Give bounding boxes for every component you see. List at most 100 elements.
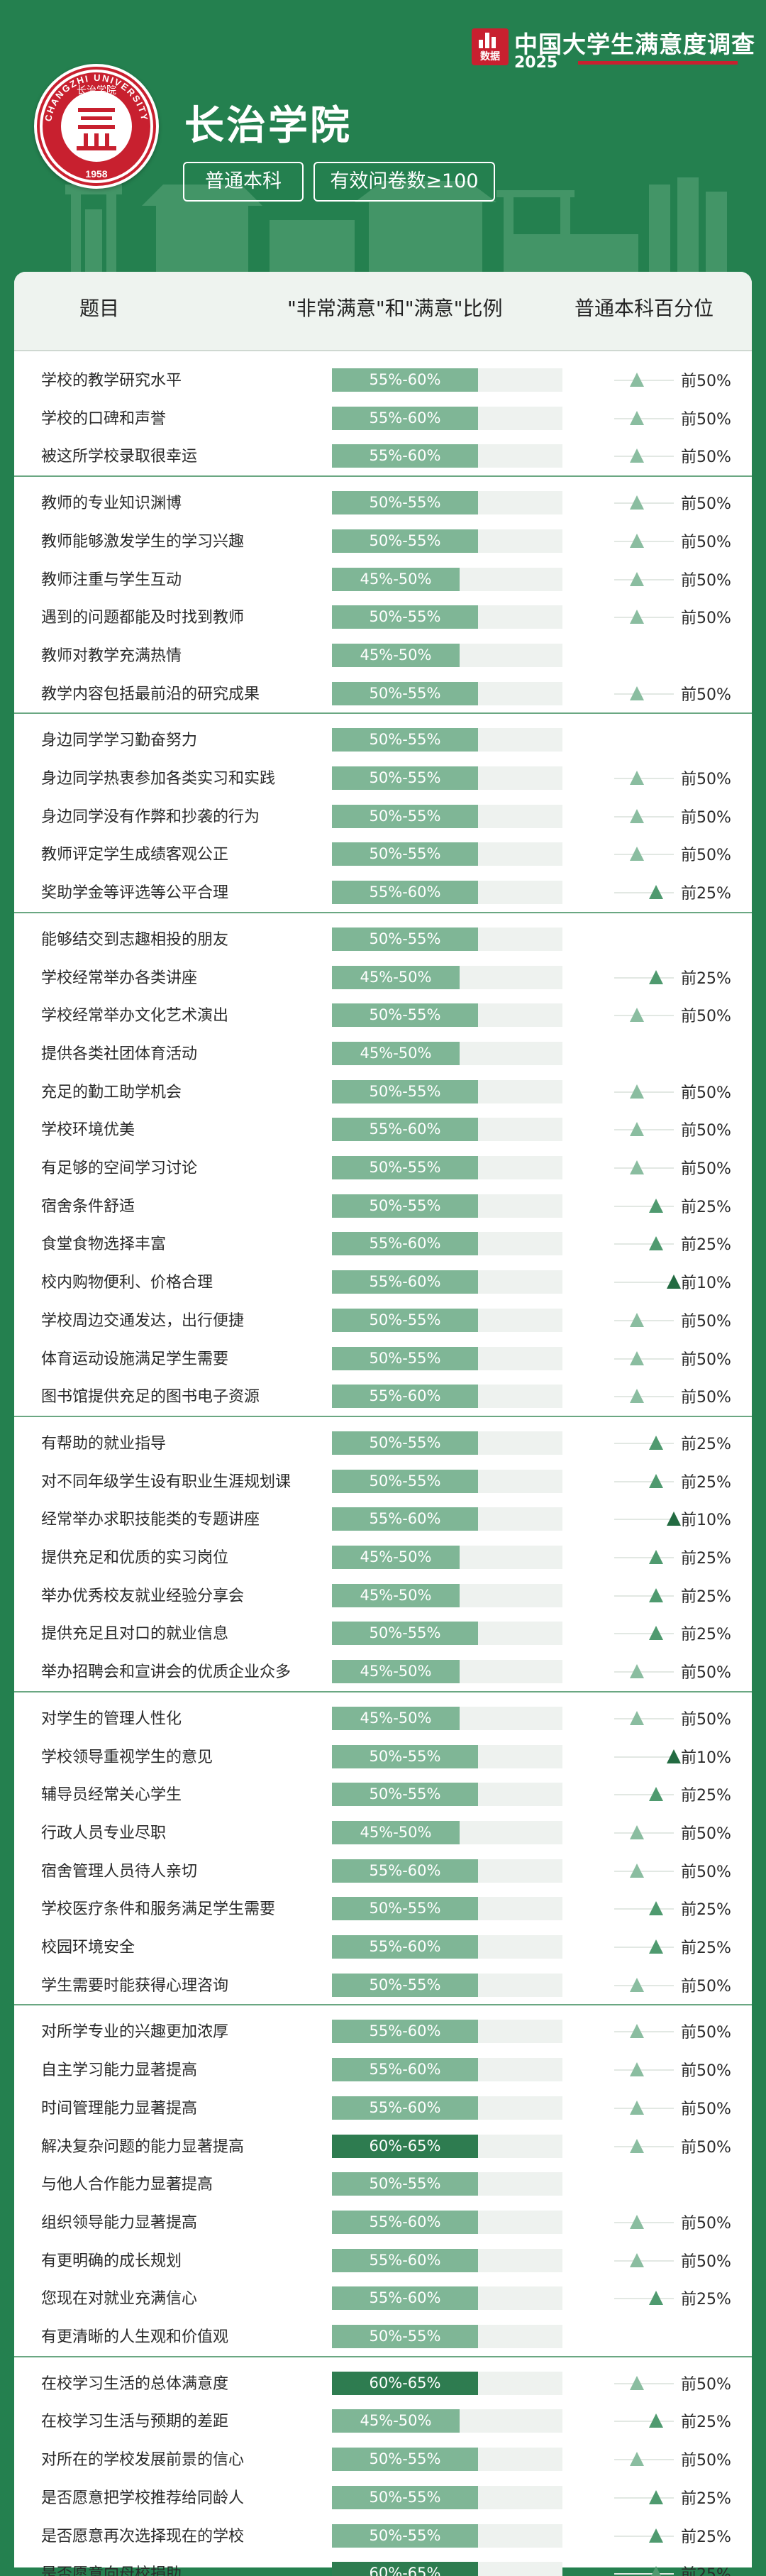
question-label: 行政人员专业尽职 [41,1824,167,1842]
ratio-range-label: 55%-60% [369,1861,441,1879]
percentile-label: 前25% [681,1198,731,1216]
ratio-bar-track: 50%-55% [332,927,562,951]
percentile-label: 前50% [681,808,731,827]
percentile-scale [614,1015,674,1017]
table-row: 与他人合作能力显著提高 50%-55% [14,2162,752,2201]
ratio-range-label: 50%-55% [369,1196,441,1214]
ratio-bar-track: 50%-55% [332,2448,562,2472]
percentile-label: 前50% [681,771,731,788]
ratio-bar: 50%-55% [332,2448,478,2472]
percentile-marker-icon [630,448,644,463]
table-row: 您现在对就业充满信心 55%-60% 前25% [14,2277,752,2315]
table-row: 学校的口碑和声誉 55%-60% 前50% [14,397,752,435]
question-label: 食堂食物选择丰富 [41,1235,167,1254]
percentile-marker-icon [630,1863,644,1878]
ratio-range-label: 55%-60% [369,409,441,426]
ratio-range-label: 45%-50% [360,1586,432,1604]
ratio-bar: 50%-55% [332,1622,478,1646]
ratio-bar-track: 55%-60% [332,1232,562,1256]
question-label: 奖助学金等评选等公平合理 [41,884,229,903]
ratio-bar: 50%-55% [332,1194,478,1218]
section-divider [14,2355,752,2357]
question-label: 经常举办求职技能类的专题讲座 [41,1511,260,1529]
percentile-label: 前10% [681,1749,731,1767]
percentile-label: 前50% [681,2100,731,2118]
ratio-bar-track: 50%-55% [332,1156,562,1179]
table-row: 学校经常举办文化艺术演出 50%-55% 前50% [14,993,752,1032]
ratio-bar-track: 55%-60% [332,881,562,905]
percentile-label: 前25% [681,1435,731,1453]
ratio-bar: 55%-60% [332,2248,478,2272]
ratio-bar: 55%-60% [332,1859,478,1883]
percentile-scale [614,778,674,779]
ratio-bar-track: 50%-55% [332,1973,562,1997]
percentile-label: 前50% [681,1312,731,1331]
tag-school-level: 普通本科 [183,162,304,202]
question-label: 在校学习生活的总体满意度 [41,2374,229,2393]
ratio-bar: 50%-55% [332,1783,478,1807]
question-label: 校内购物便利、价格合理 [41,1274,213,1292]
percentile-scale [614,2298,674,2300]
ratio-range-label: 50%-55% [369,2450,441,2468]
ratio-bar-track: 50%-55% [332,2485,562,2509]
table-row: 教师注重与学生互动 45%-50% 前50% [14,558,752,596]
percentile-scale [614,2145,674,2147]
table-row: 举办优秀校友就业经验分享会 45%-50% 前25% [14,1574,752,1612]
question-label: 身边同学热衷参加各类实习和实践 [41,770,276,788]
percentile-scale [614,380,674,381]
ratio-bar: 55%-60% [332,1507,478,1531]
ratio-bar: 50%-55% [332,605,478,629]
percentile-marker-icon [630,1389,644,1404]
ratio-range-label: 50%-55% [369,2175,441,2193]
ratio-range-label: 50%-55% [369,2488,441,2506]
ratio-range-label: 50%-55% [369,1747,441,1765]
percentile-scale [614,1519,674,1521]
table-row: 学校的教学研究水平 55%-60% 前50% [14,358,752,397]
ratio-bar: 50%-55% [332,2485,478,2509]
table-row: 奖助学金等评选等公平合理 55%-60% 前25% [14,871,752,909]
percentile-label: 前50% [681,1389,731,1407]
ratio-range-label: 55%-60% [369,2098,441,2116]
percentile-marker-icon [667,1275,681,1289]
table-row: 行政人员专业尽职 45%-50% 前50% [14,1811,752,1849]
ratio-range-label: 45%-50% [360,570,432,588]
percentile-label: 前50% [681,448,731,467]
ratio-bar: 45%-50% [332,1820,460,1844]
ratio-bar-track: 50%-55% [332,2523,562,2548]
percentile-marker-icon [667,1512,681,1526]
ratio-range-label: 50%-55% [369,807,441,825]
ratio-bar-track: 50%-55% [332,1897,562,1921]
table-row: 能够结交到志趣相投的朋友 50%-55% [14,918,752,956]
table-row: 是否愿意把学校推荐给同龄人 50%-55% 前25% [14,2476,752,2514]
percentile-label: 前25% [681,969,731,988]
ratio-bar: 50%-55% [332,1346,478,1370]
percentile-label: 前50% [681,610,731,628]
percentile-scale [614,2459,674,2461]
ratio-bar-track: 60%-65% [332,2371,562,2395]
ratio-bar: 50%-55% [332,1308,478,1332]
survey-title: 中国大学生满意度调查 [514,31,755,58]
ratio-bar: 50%-55% [332,728,478,752]
ratio-bar-track: 55%-60% [332,2020,562,2044]
percentile-marker-icon [630,2100,644,2115]
ratio-bar: 55%-60% [332,2058,478,2082]
ratio-bar: 50%-55% [332,2172,478,2196]
ratio-bar-track: 55%-60% [332,2096,562,2120]
ratio-bar-track: 50%-55% [332,2325,562,2348]
ratio-bar: 55%-60% [332,1232,478,1256]
ratio-bar-track: 50%-55% [332,1308,562,1332]
ratio-range-label: 55%-60% [369,2061,441,2079]
ratio-range-label: 50%-55% [369,1472,441,1490]
question-label: 学校的口碑和声誉 [41,409,167,428]
ratio-bar-track: 50%-55% [332,766,562,790]
percentile-scale [614,815,674,818]
percentile-marker-icon [649,1435,663,1450]
table-row: 自主学习能力显著提高 55%-60% 前50% [14,2048,752,2086]
percentile-label: 前50% [681,1122,731,1140]
table-row: 图书馆提供充足的图书电子资源 55%-60% 前50% [14,1375,752,1413]
emblem-year: 1958 [85,168,107,180]
table-row: 是否愿意再次选择现在的学校 50%-55% 前25% [14,2514,752,2553]
question-label: 学校医疗条件和服务满足学生需要 [41,1900,276,1919]
percentile-scale [614,2573,674,2575]
percentile-label: 前10% [681,1512,731,1530]
